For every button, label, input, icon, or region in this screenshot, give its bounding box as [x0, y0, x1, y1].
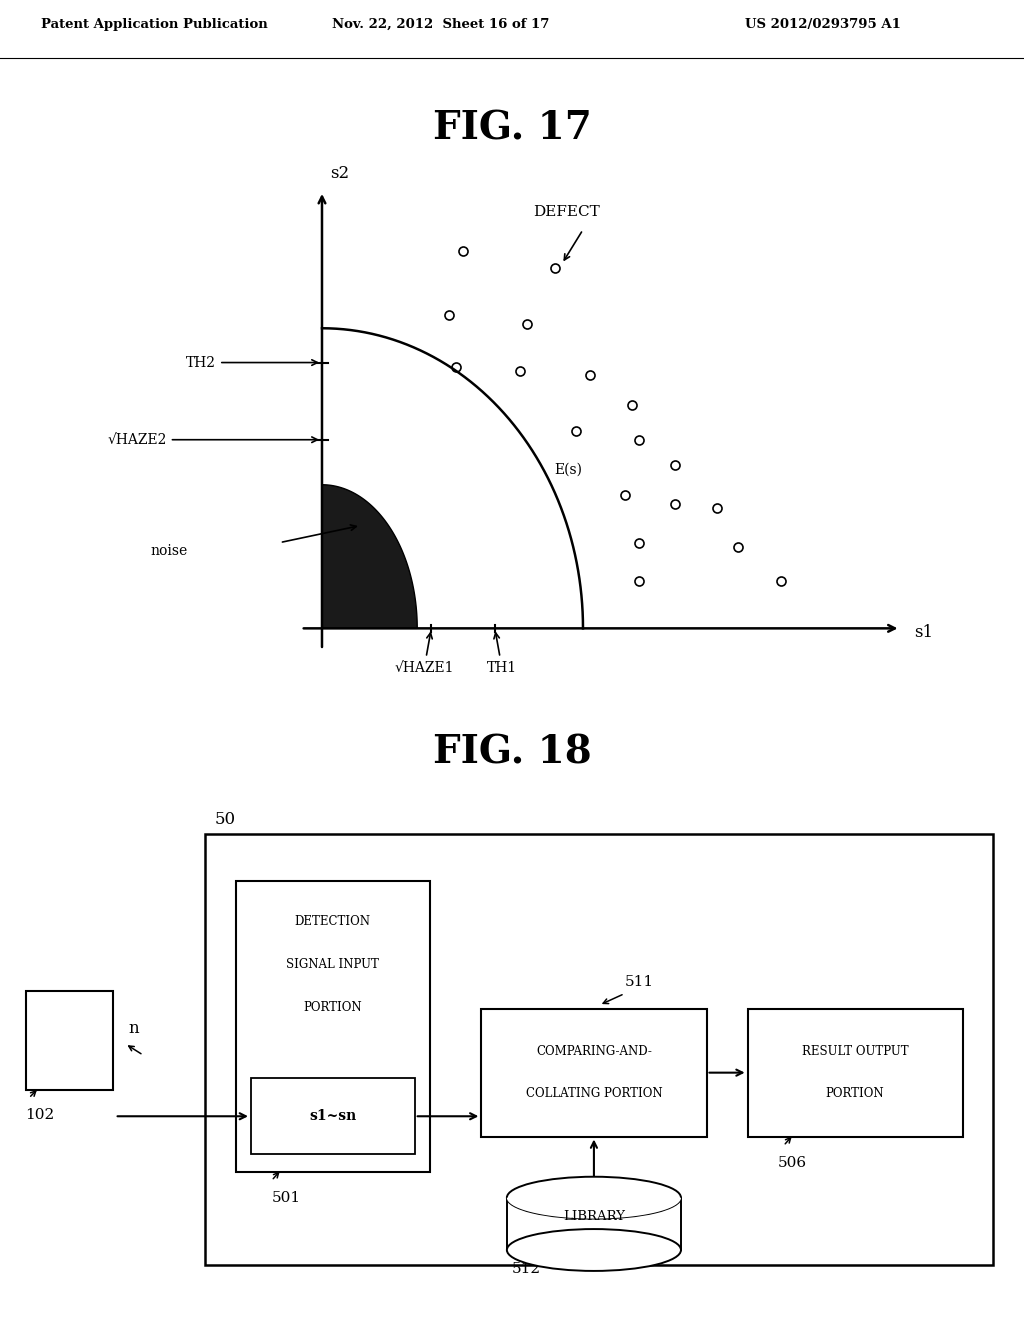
Text: s2: s2 [330, 165, 349, 182]
Text: 506: 506 [778, 1156, 807, 1171]
Text: LIBRARY: LIBRARY [563, 1210, 625, 1224]
Polygon shape [507, 1197, 681, 1218]
Text: n: n [128, 1020, 138, 1038]
Text: SIGNAL INPUT: SIGNAL INPUT [287, 958, 379, 972]
Text: TH2: TH2 [186, 355, 317, 370]
FancyBboxPatch shape [251, 1078, 415, 1154]
Text: US 2012/0293795 A1: US 2012/0293795 A1 [745, 17, 901, 30]
Text: PORTION: PORTION [825, 1088, 885, 1100]
Text: COLLATING PORTION: COLLATING PORTION [525, 1088, 663, 1100]
Text: DEFECT: DEFECT [534, 206, 600, 219]
Text: 511: 511 [625, 975, 653, 989]
FancyBboxPatch shape [481, 1008, 707, 1137]
Polygon shape [322, 484, 417, 628]
FancyBboxPatch shape [748, 1008, 963, 1137]
Text: COMPARING-AND-: COMPARING-AND- [536, 1045, 652, 1059]
Text: E(s): E(s) [555, 463, 583, 477]
Text: FIG. 17: FIG. 17 [432, 110, 592, 148]
Text: √HAZE1: √HAZE1 [394, 632, 454, 675]
FancyBboxPatch shape [205, 834, 993, 1265]
Text: RESULT OUTPUT: RESULT OUTPUT [802, 1045, 908, 1059]
Text: 501: 501 [271, 1191, 300, 1205]
Ellipse shape [507, 1229, 681, 1271]
Text: PORTION: PORTION [303, 1001, 362, 1014]
FancyBboxPatch shape [26, 991, 113, 1090]
Text: √HAZE2: √HAZE2 [108, 433, 317, 446]
Text: Nov. 22, 2012  Sheet 16 of 17: Nov. 22, 2012 Sheet 16 of 17 [332, 17, 549, 30]
Text: 50: 50 [215, 812, 237, 829]
FancyBboxPatch shape [236, 880, 430, 1172]
Ellipse shape [507, 1176, 681, 1218]
Text: noise: noise [151, 544, 188, 558]
Text: Patent Application Publication: Patent Application Publication [41, 17, 267, 30]
Text: DETECTION: DETECTION [295, 915, 371, 928]
Text: TH1: TH1 [486, 632, 517, 675]
Text: 512: 512 [512, 1262, 541, 1276]
Text: s1~sn: s1~sn [309, 1109, 356, 1123]
Text: FIG. 18: FIG. 18 [432, 734, 592, 771]
Text: s1: s1 [914, 624, 934, 642]
Text: 102: 102 [26, 1107, 55, 1122]
